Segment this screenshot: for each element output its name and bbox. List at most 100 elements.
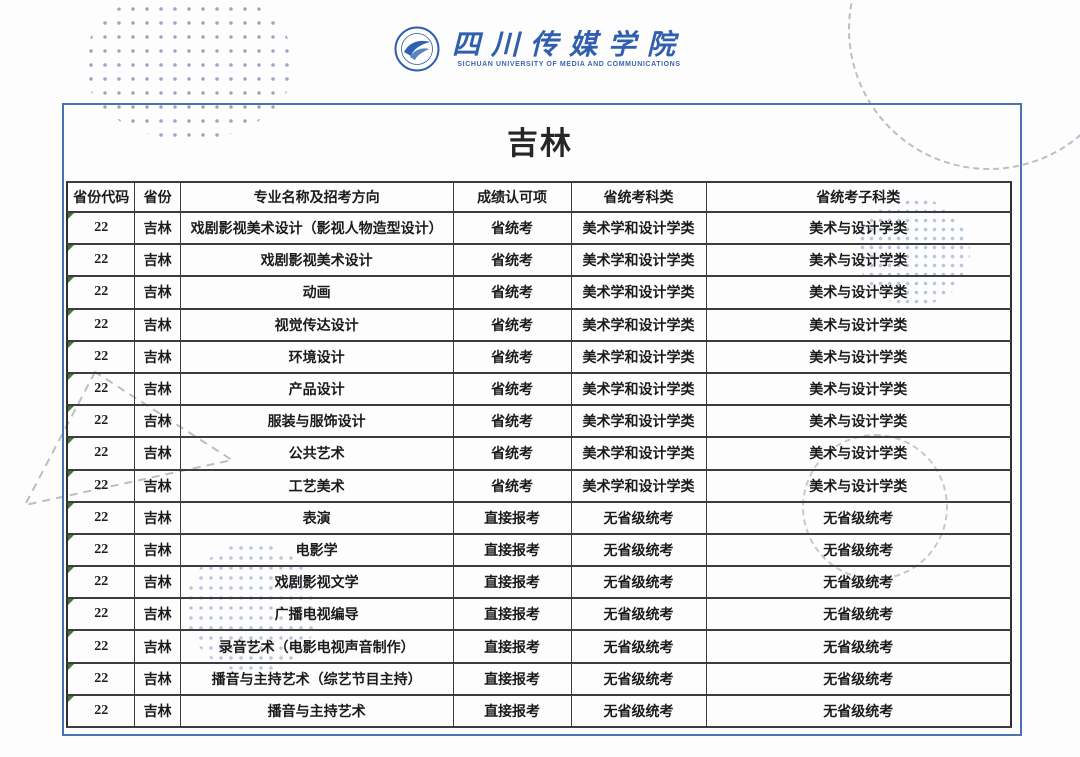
- table-cell: 美术学和设计学类: [570, 243, 707, 278]
- table-cell: 吉林: [134, 404, 181, 439]
- table-cell: 22: [66, 404, 136, 439]
- table-cell: 无省级统考: [570, 500, 707, 535]
- column-header: 省统考子科类: [705, 181, 1012, 213]
- table-cell: 录音艺术（电影电视声音制作）: [179, 629, 454, 664]
- table-cell: 吉林: [134, 339, 181, 374]
- table-cell: 省统考: [452, 243, 572, 278]
- table-cell: 表演: [179, 500, 454, 535]
- table-cell: 美术与设计学类: [705, 468, 1012, 503]
- table-cell: 戏剧影视美术设计（影视人物造型设计）: [179, 210, 454, 246]
- table-cell: 直接报考: [452, 661, 572, 696]
- cell-corner-marker: [68, 374, 74, 380]
- cell-corner-marker: [68, 278, 74, 284]
- table-cell: 美术学和设计学类: [570, 468, 707, 503]
- table-cell: 22: [66, 500, 136, 535]
- table-cell: 美术与设计学类: [705, 339, 1012, 374]
- table-cell: 动画: [179, 275, 454, 310]
- table-cell: 直接报考: [452, 693, 572, 729]
- cell-corner-marker: [68, 632, 74, 638]
- table-cell: 22: [66, 661, 136, 696]
- table-cell: 无省级统考: [570, 661, 707, 696]
- table-cell: 美术与设计学类: [705, 404, 1012, 439]
- table-cell: 视觉传达设计: [179, 307, 454, 342]
- cell-corner-marker: [68, 342, 74, 348]
- table-cell: 22: [66, 597, 136, 632]
- table-cell: 吉林: [134, 532, 181, 568]
- table-cell: 戏剧影视美术设计: [179, 243, 454, 278]
- table-cell: 22: [66, 243, 136, 278]
- table-cell: 产品设计: [179, 371, 454, 407]
- cell-corner-marker: [68, 246, 74, 252]
- table-cell: 吉林: [134, 436, 181, 471]
- table-cell: 工艺美术: [179, 468, 454, 503]
- table-row: 22 吉林 服装与服饰设计 省统考 美术学和设计学类 美术与设计学类: [66, 404, 1012, 439]
- table-row: 22 吉林 产品设计 省统考 美术学和设计学类 美术与设计学类: [66, 371, 1012, 407]
- table-row: 22 吉林 录音艺术（电影电视声音制作） 直接报考 无省级统考 无省级统考: [66, 629, 1012, 664]
- university-name-cn: 四川传媒学院: [451, 27, 686, 61]
- table-cell: 美术学和设计学类: [570, 210, 707, 246]
- university-emblem-icon: [394, 26, 440, 72]
- table-body: 22 吉林 戏剧影视美术设计（影视人物造型设计） 省统考 美术学和设计学类 美术与设计学类…: [66, 210, 1012, 729]
- cell-corner-marker: [68, 600, 74, 606]
- table-cell: 吉林: [134, 275, 181, 310]
- table-cell: 省统考: [452, 339, 572, 374]
- table-cell: 22: [66, 436, 136, 471]
- table-row: 22 吉林 播音与主持艺术（综艺节目主持） 直接报考 无省级统考 无省级统考: [66, 661, 1012, 696]
- table-cell: 美术与设计学类: [705, 307, 1012, 342]
- table-row: 22 吉林 播音与主持艺术 直接报考 无省级统考 无省级统考: [66, 693, 1012, 729]
- table-cell: 戏剧影视文学: [179, 565, 454, 600]
- table-header-row: 省份代码 省份 专业名称及招考方向 成绩认可项 省统考科类 省统考子科类: [66, 181, 1012, 213]
- table-cell: 省统考: [452, 371, 572, 407]
- university-logo: 四川传媒学院 SICHUAN UNIVERSITY OF MEDIA AND C…: [394, 26, 686, 72]
- table-cell: 服装与服饰设计: [179, 404, 454, 439]
- table-cell: 无省级统考: [705, 597, 1012, 632]
- table-cell: 22: [66, 210, 136, 246]
- cell-corner-marker: [68, 439, 74, 445]
- table-cell: 吉林: [134, 565, 181, 600]
- table-cell: 无省级统考: [570, 532, 707, 568]
- column-header: 省份代码: [66, 181, 136, 213]
- table-cell: 无省级统考: [570, 629, 707, 664]
- table-cell: 直接报考: [452, 629, 572, 664]
- table-cell: 播音与主持艺术（综艺节目主持）: [179, 661, 454, 696]
- table-row: 22 吉林 戏剧影视美术设计 省统考 美术学和设计学类 美术与设计学类: [66, 243, 1012, 278]
- table-cell: 美术学和设计学类: [570, 339, 707, 374]
- table-row: 22 吉林 电影学 直接报考 无省级统考 无省级统考: [66, 532, 1012, 568]
- admissions-table: 省份代码 省份 专业名称及招考方向 成绩认可项 省统考科类 省统考子科类 22 吉林 戏剧影视…: [66, 181, 1012, 729]
- cell-corner-marker: [68, 568, 74, 574]
- table-cell: 22: [66, 371, 136, 407]
- table-cell: 美术学和设计学类: [570, 275, 707, 310]
- table-cell: 直接报考: [452, 500, 572, 535]
- table-row: 22 吉林 动画 省统考 美术学和设计学类 美术与设计学类: [66, 275, 1012, 310]
- table-cell: 吉林: [134, 693, 181, 729]
- table-cell: 美术与设计学类: [705, 210, 1012, 246]
- table-cell: 播音与主持艺术: [179, 693, 454, 729]
- table-cell: 电影学: [179, 532, 454, 568]
- table-cell: 吉林: [134, 468, 181, 503]
- column-header: 专业名称及招考方向: [179, 181, 454, 213]
- table-row: 22 吉林 视觉传达设计 省统考 美术学和设计学类 美术与设计学类: [66, 307, 1012, 342]
- table-cell: 无省级统考: [705, 532, 1012, 568]
- table-cell: 美术与设计学类: [705, 275, 1012, 310]
- table-cell: 无省级统考: [705, 565, 1012, 600]
- table-cell: 22: [66, 339, 136, 374]
- cell-corner-marker: [68, 503, 74, 509]
- content-border-box: [62, 103, 1022, 736]
- cell-corner-marker: [68, 664, 74, 670]
- admissions-table-container: 省份代码 省份 专业名称及招考方向 成绩认可项 省统考科类 省统考子科类 22 吉林 戏剧影视…: [66, 181, 1012, 729]
- table-row: 22 吉林 工艺美术 省统考 美术学和设计学类 美术与设计学类: [66, 468, 1012, 503]
- table-cell: 吉林: [134, 661, 181, 696]
- cell-corner-marker: [68, 471, 74, 477]
- table-cell: 无省级统考: [705, 500, 1012, 535]
- table-cell: 美术学和设计学类: [570, 307, 707, 342]
- table-cell: 吉林: [134, 500, 181, 535]
- column-header: 省统考科类: [570, 181, 707, 213]
- table-cell: 直接报考: [452, 565, 572, 600]
- table-cell: 环境设计: [179, 339, 454, 374]
- cell-corner-marker: [68, 310, 74, 316]
- cell-corner-marker: [68, 696, 74, 702]
- table-cell: 省统考: [452, 210, 572, 246]
- table-cell: 省统考: [452, 436, 572, 471]
- table-cell: 美术学和设计学类: [570, 371, 707, 407]
- cell-corner-marker: [68, 407, 74, 413]
